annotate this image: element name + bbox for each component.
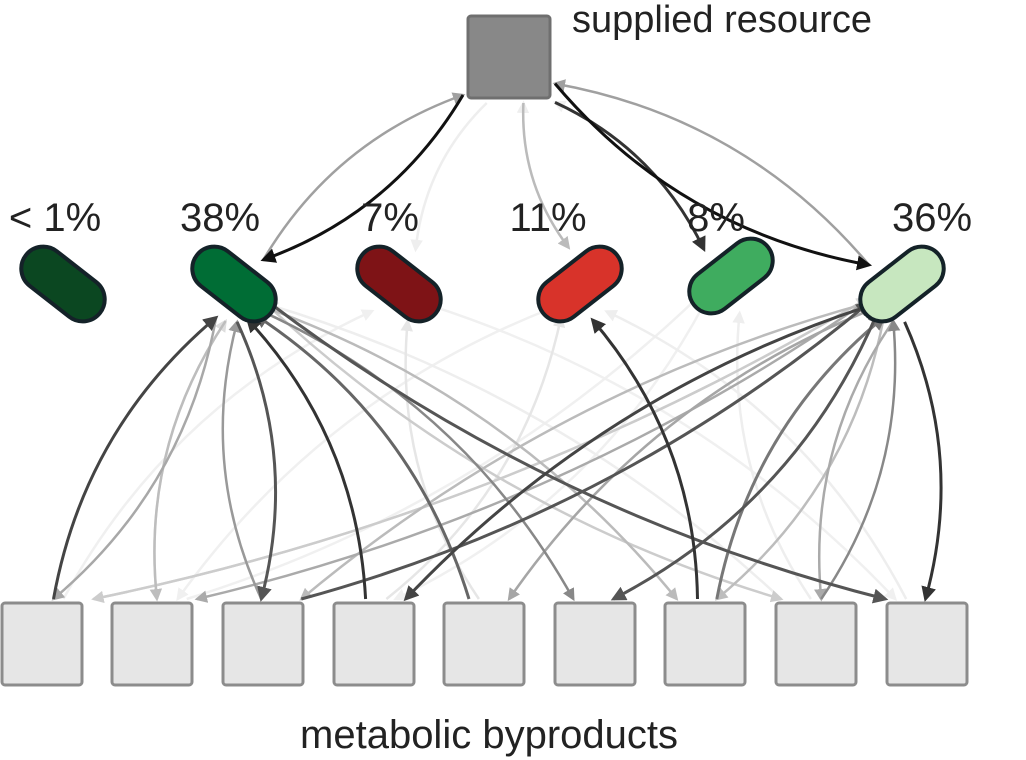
edge-s6-to-R <box>552 79 871 266</box>
edge-s2-to-R <box>262 92 466 261</box>
edge-b7-to-s6 <box>715 315 887 600</box>
abundance-label-4: 11% <box>509 196 586 240</box>
byproduct-node-2 <box>110 601 194 687</box>
edge-s6-to-b9 <box>903 321 943 602</box>
edge-s6-to-b4 <box>403 303 872 602</box>
edge-b8-to-s5 <box>732 310 812 600</box>
edge-s6-to-b2 <box>194 299 869 603</box>
abundance-label-1: < 1% <box>9 196 101 240</box>
byproduct-node-1 <box>0 601 84 687</box>
byproduct-node-3 <box>221 601 305 687</box>
edge-s3-to-b9 <box>430 304 898 601</box>
byproduct-node-8 <box>774 601 858 687</box>
edge-b9-to-s4 <box>604 310 908 600</box>
edge-s2-to-b9 <box>266 300 889 604</box>
edge-b1-to-s2 <box>52 315 219 600</box>
edge-s2-to-b7 <box>263 305 679 601</box>
edge-s2-to-b2 <box>149 320 227 602</box>
edge-b8-to-s6 <box>820 318 901 600</box>
abundance-label-5: 8% <box>687 196 745 240</box>
abundance-label-2: 38% <box>180 196 260 240</box>
byproduct-node-6 <box>553 601 637 687</box>
edge-s2-to-b3 <box>235 321 278 602</box>
edge-b3-to-s2 <box>221 319 263 600</box>
species-pill-3 <box>355 244 443 324</box>
edge-b4-to-s2 <box>245 317 368 600</box>
species-pill-5 <box>687 236 775 316</box>
edge-R-to-s2 <box>260 94 465 263</box>
edge-s6-to-b8 <box>814 320 895 602</box>
species-pill-6 <box>858 244 946 324</box>
edge-R-to-s6 <box>553 82 873 271</box>
edge-s2-to-b6 <box>260 309 575 602</box>
edge-s6-to-b6 <box>610 312 879 601</box>
edge-s5-to-b4 <box>393 302 706 601</box>
species-pill-1 <box>19 244 107 324</box>
edge-s4-to-b2 <box>176 307 552 602</box>
species-pill-2 <box>190 244 278 324</box>
byproduct-node-5 <box>442 601 526 687</box>
edge-b4-to-s4 <box>385 314 566 600</box>
edge-s2-to-b8 <box>265 303 784 603</box>
edge-R-to-s5 <box>554 101 706 253</box>
supplied-resource-node <box>466 14 552 100</box>
abundance-label-6: 36% <box>892 196 972 240</box>
byproduct-node-9 <box>885 601 969 687</box>
edge-b8-to-s2 <box>263 300 782 600</box>
abundance-label-3: 7% <box>361 196 419 240</box>
edge-s2-to-b1 <box>51 317 218 601</box>
edge-b3-to-s6 <box>300 300 872 601</box>
edge-R-to-s3 <box>410 102 488 253</box>
supplied-resource-label: supplied resource <box>572 0 872 41</box>
nodes-layer <box>0 14 969 687</box>
edge-s6-to-b5 <box>507 307 874 602</box>
byproduct-node-4 <box>332 601 416 687</box>
edge-b7-to-s4 <box>590 317 699 600</box>
edges-layer <box>51 79 943 604</box>
labels-layer: supplied resource < 1% 38% 7% 11% 8% 36%… <box>9 0 972 757</box>
edge-b1-to-s3 <box>62 309 375 600</box>
byproduct-node-7 <box>663 601 747 687</box>
species-pill-4 <box>536 244 624 324</box>
edge-s6-to-b7 <box>714 317 886 601</box>
edge-R-to-s4 <box>521 102 571 250</box>
metabolic-byproducts-label: metabolic byproducts <box>300 713 678 757</box>
edge-s6-to-b3 <box>299 301 870 601</box>
